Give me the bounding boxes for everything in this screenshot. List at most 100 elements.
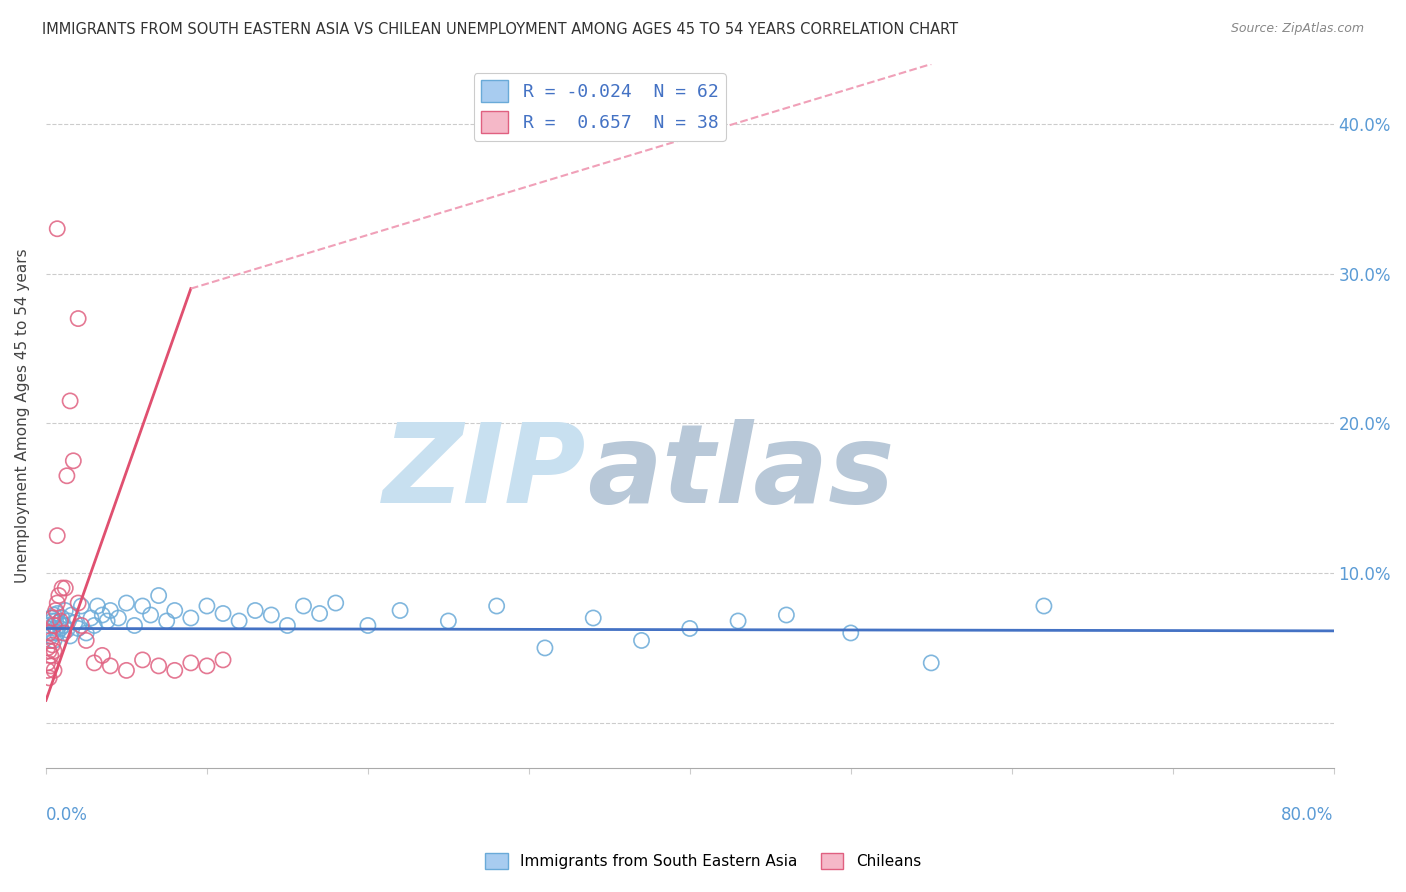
Point xyxy=(42,633,65,648)
Legend: Immigrants from South Eastern Asia, Chileans: Immigrants from South Eastern Asia, Chil… xyxy=(479,847,927,875)
Point xyxy=(56,623,79,637)
Point xyxy=(42,664,65,678)
Point xyxy=(630,633,652,648)
Point xyxy=(63,615,86,630)
Point xyxy=(195,599,218,613)
Point xyxy=(195,659,218,673)
Point xyxy=(437,614,460,628)
Point xyxy=(67,622,90,636)
Point xyxy=(180,611,202,625)
Point xyxy=(131,599,153,613)
Point xyxy=(212,653,235,667)
Point xyxy=(38,644,60,658)
Point xyxy=(62,454,84,468)
Point xyxy=(67,596,90,610)
Point xyxy=(292,599,315,613)
Text: 0.0%: 0.0% xyxy=(46,806,87,824)
Legend: R = -0.024  N = 62, R =  0.657  N = 38: R = -0.024 N = 62, R = 0.657 N = 38 xyxy=(474,73,725,141)
Point xyxy=(37,622,59,636)
Point xyxy=(485,599,508,613)
Text: ZIP: ZIP xyxy=(384,418,586,525)
Point xyxy=(131,653,153,667)
Point xyxy=(52,618,75,632)
Text: 80.0%: 80.0% xyxy=(1281,806,1334,824)
Point xyxy=(75,626,97,640)
Point xyxy=(49,614,72,628)
Point xyxy=(42,618,65,632)
Point xyxy=(228,614,250,628)
Point xyxy=(48,615,70,630)
Point xyxy=(37,640,59,655)
Point xyxy=(37,656,59,670)
Point xyxy=(59,629,82,643)
Point xyxy=(727,614,749,628)
Point xyxy=(56,468,79,483)
Point xyxy=(38,618,60,632)
Point xyxy=(582,611,605,625)
Point xyxy=(60,607,83,622)
Point xyxy=(91,607,114,622)
Point xyxy=(39,611,62,625)
Point xyxy=(86,599,108,613)
Point xyxy=(920,656,942,670)
Point xyxy=(839,626,862,640)
Point xyxy=(41,611,63,625)
Point xyxy=(534,640,557,655)
Point xyxy=(46,596,69,610)
Point xyxy=(46,607,69,621)
Point xyxy=(59,393,82,408)
Point xyxy=(49,622,72,636)
Point xyxy=(357,618,380,632)
Point xyxy=(42,644,65,658)
Point xyxy=(46,529,69,543)
Point xyxy=(52,626,75,640)
Point xyxy=(38,626,60,640)
Point xyxy=(39,629,62,643)
Point xyxy=(148,659,170,673)
Point xyxy=(124,618,146,632)
Point xyxy=(51,611,73,625)
Point xyxy=(163,603,186,617)
Point xyxy=(80,611,103,625)
Text: atlas: atlas xyxy=(586,418,894,525)
Point xyxy=(679,622,702,636)
Point xyxy=(46,221,69,235)
Point xyxy=(276,618,298,632)
Point xyxy=(325,596,347,610)
Point xyxy=(67,311,90,326)
Point xyxy=(98,659,121,673)
Point xyxy=(98,603,121,617)
Point xyxy=(39,648,62,663)
Point xyxy=(1032,599,1054,613)
Point xyxy=(96,614,118,628)
Point xyxy=(115,664,138,678)
Point xyxy=(775,607,797,622)
Point xyxy=(39,633,62,648)
Point xyxy=(58,614,80,628)
Point xyxy=(70,618,93,632)
Point xyxy=(212,607,235,621)
Point xyxy=(83,656,105,670)
Point xyxy=(45,603,67,617)
Point xyxy=(156,614,179,628)
Text: IMMIGRANTS FROM SOUTH EASTERN ASIA VS CHILEAN UNEMPLOYMENT AMONG AGES 45 TO 54 Y: IMMIGRANTS FROM SOUTH EASTERN ASIA VS CH… xyxy=(42,22,959,37)
Point xyxy=(42,607,65,622)
Point xyxy=(180,656,202,670)
Point xyxy=(45,622,67,636)
Point xyxy=(139,607,162,622)
Point xyxy=(41,614,63,628)
Point xyxy=(389,603,412,617)
Point xyxy=(41,638,63,652)
Point xyxy=(37,664,59,678)
Point xyxy=(245,603,267,617)
Point xyxy=(75,633,97,648)
Point xyxy=(83,618,105,632)
Point xyxy=(260,607,283,622)
Point xyxy=(39,659,62,673)
Point xyxy=(53,581,76,595)
Point xyxy=(41,626,63,640)
Text: Source: ZipAtlas.com: Source: ZipAtlas.com xyxy=(1230,22,1364,36)
Point xyxy=(48,589,70,603)
Point xyxy=(115,596,138,610)
Point xyxy=(107,611,129,625)
